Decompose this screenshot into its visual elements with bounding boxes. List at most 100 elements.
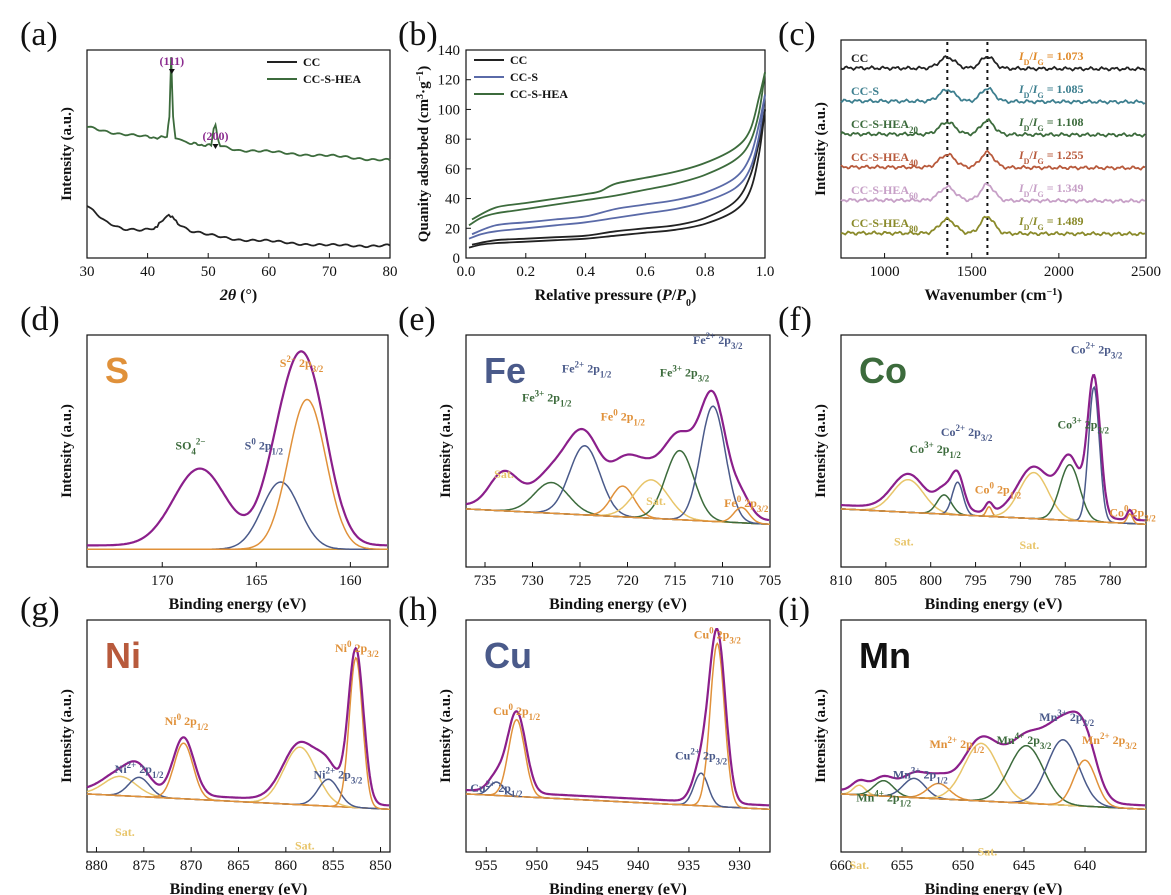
y-tick-label: 80 bbox=[445, 132, 460, 148]
peak-label: Fe3+ 2p1/2 bbox=[522, 388, 572, 408]
x-tick-label: 705 bbox=[759, 573, 782, 589]
raman-ratio-label: ID/IG = 1.085 bbox=[1018, 82, 1084, 100]
xps-component-peak bbox=[465, 641, 769, 810]
xps-component-peak bbox=[86, 656, 389, 810]
peak-label: Sat. bbox=[894, 534, 914, 548]
raman-ratio-label: ID/IG = 1.255 bbox=[1018, 148, 1084, 166]
x-tick-label: 795 bbox=[964, 573, 987, 589]
legend-label: CC bbox=[303, 55, 320, 69]
xrd-line-CC-S-HEA bbox=[86, 57, 391, 162]
x-tick-label: 875 bbox=[133, 858, 156, 874]
x-tick-label: 880 bbox=[85, 858, 108, 874]
peak-label: Ni0 2p1/2 bbox=[165, 712, 209, 732]
panel-label: (e) bbox=[398, 301, 436, 338]
legend-label: CC bbox=[510, 53, 527, 67]
x-tick-label: 0.2 bbox=[516, 264, 535, 280]
peak-label: Sat. bbox=[494, 467, 514, 481]
panel-f: (f) 810 805 800 795 790 785 780 Binding energy (… bbox=[778, 301, 1156, 613]
axes-frame bbox=[465, 619, 771, 853]
panel-label: (i) bbox=[778, 591, 810, 628]
peak-label: Mn2+ 2p3/2 bbox=[1082, 731, 1137, 751]
raman-ratio-label: ID/IG = 1.489 bbox=[1018, 214, 1084, 232]
element-label: Co bbox=[859, 350, 907, 391]
isotherm-adsorption-CC-S-HEA bbox=[468, 72, 766, 227]
x-tick-label: 710 bbox=[711, 573, 734, 589]
raman-ratio-label: ID/IG = 1.349 bbox=[1018, 181, 1084, 199]
axes-frame bbox=[840, 39, 1147, 259]
peak-label: Sat. bbox=[1020, 538, 1040, 552]
x-tick-label: 805 bbox=[875, 573, 898, 589]
peak-marker bbox=[212, 144, 219, 149]
x-tick-label: 785 bbox=[1054, 573, 1077, 589]
xps-envelope bbox=[840, 710, 1146, 807]
xps-component-peak bbox=[87, 398, 387, 550]
y-axis-label: Quanity adsorbed (cm3·g−1) bbox=[415, 66, 433, 243]
xps-envelope bbox=[86, 646, 390, 807]
axes-frame bbox=[465, 49, 766, 259]
x-tick-label: 850 bbox=[369, 858, 392, 874]
xps-envelope bbox=[465, 389, 770, 522]
isotherm-adsorption-CC bbox=[468, 109, 766, 249]
peak-annotation: (200) bbox=[202, 129, 228, 143]
raman-series-label: CC-S-HEA20 bbox=[851, 117, 919, 135]
x-tick-label: 70 bbox=[322, 264, 337, 280]
axes-frame bbox=[840, 619, 1147, 853]
xps-component-peak bbox=[87, 481, 387, 550]
y-tick-label: 140 bbox=[438, 43, 461, 59]
x-tick-label: 1.0 bbox=[756, 264, 775, 280]
x-tick-label: 780 bbox=[1099, 573, 1122, 589]
peak-label: Co3+ 2p1/2 bbox=[909, 440, 961, 460]
peak-label: Sat. bbox=[849, 858, 869, 872]
y-tick-label: 60 bbox=[445, 162, 460, 178]
y-axis-label: Intensity (a.u.) bbox=[813, 689, 829, 783]
peak-label: Fe3+ 2p3/2 bbox=[660, 363, 710, 383]
raman-series-label: CC-S-HEA80 bbox=[851, 216, 919, 234]
x-tick-label: 80 bbox=[383, 264, 398, 280]
x-tick-label: 800 bbox=[919, 573, 942, 589]
peak-label: Sat. bbox=[295, 839, 315, 853]
raman-line-CC bbox=[840, 55, 1146, 72]
x-tick-label: 935 bbox=[678, 858, 701, 874]
x-tick-label: 645 bbox=[1013, 858, 1036, 874]
x-tick-label: 165 bbox=[245, 573, 268, 589]
x-axis-label: Binding energy (eV) bbox=[549, 881, 687, 895]
y-tick-label: 0 bbox=[453, 251, 461, 267]
y-axis-label: Intensity (a.u.) bbox=[438, 689, 454, 783]
x-axis-label: Relative pressure (P/P0) bbox=[535, 287, 697, 309]
xps-envelope bbox=[841, 374, 1146, 522]
x-tick-label: 640 bbox=[1074, 858, 1097, 874]
y-tick-label: 100 bbox=[438, 102, 461, 118]
panel-a: (a) 30 40 50 60 70 80 2θ (°) Intensity (a.u.) (11… bbox=[20, 16, 398, 304]
x-tick-label: 60 bbox=[261, 264, 276, 280]
x-axis-label: Binding energy (eV) bbox=[169, 596, 307, 613]
peak-annotation: (111) bbox=[160, 54, 185, 68]
raman-series-label: CC-S-HEA40 bbox=[851, 150, 919, 168]
raman-line-CC-S-HEA20 bbox=[840, 117, 1146, 138]
x-axis-label: 2θ (°) bbox=[219, 287, 257, 304]
peak-label: Co0 2p1/2 bbox=[975, 481, 1022, 501]
xps-component-peak bbox=[840, 759, 1145, 810]
x-axis-label: Binding energy (eV) bbox=[925, 596, 1063, 613]
x-tick-label: 2000 bbox=[1044, 264, 1074, 280]
panel-i: (i) 660 655 650 645 640 Binding energy (eV) Int… bbox=[778, 591, 1147, 895]
panel-b: (b) 0.0 0.2 0.4 0.6 0.8 1.0 Relative pressure (… bbox=[398, 16, 774, 309]
x-tick-label: 50 bbox=[201, 264, 216, 280]
xps-envelope bbox=[466, 628, 770, 807]
isotherm-desorption-CC-S bbox=[471, 94, 766, 236]
y-axis-label: Intensity (a.u.) bbox=[59, 404, 75, 498]
panel-label: (c) bbox=[778, 16, 816, 53]
raman-series-label: CC bbox=[851, 51, 868, 65]
peak-label: Co3+ 2p3/2 bbox=[1057, 415, 1109, 435]
element-label: Fe bbox=[484, 350, 526, 391]
y-tick-label: 120 bbox=[438, 73, 461, 89]
y-tick-label: 20 bbox=[445, 221, 460, 237]
raman-line-CC-S-HEA80 bbox=[840, 215, 1146, 237]
peak-label: Mn4+ 2p1/2 bbox=[856, 789, 911, 809]
peak-marker bbox=[168, 69, 175, 74]
axes-frame bbox=[86, 49, 391, 259]
raman-line-CC-S-HEA40 bbox=[840, 149, 1146, 171]
x-tick-label: 0.4 bbox=[576, 264, 595, 280]
xps-component-peak bbox=[465, 506, 770, 525]
peak-label: S2− 2p3/2 bbox=[280, 354, 324, 374]
y-axis-label: Intensity (a.u.) bbox=[59, 107, 75, 201]
